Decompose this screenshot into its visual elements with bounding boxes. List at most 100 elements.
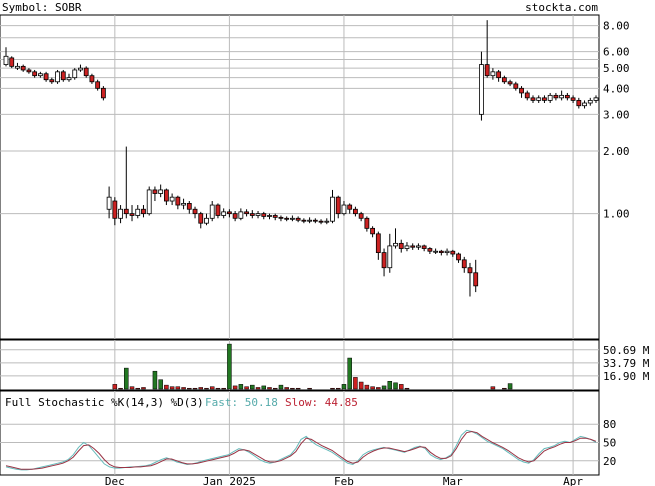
slow-line [5,430,597,470]
candle [267,215,272,217]
volume-bar [158,379,163,390]
volume-bar [290,387,295,390]
volume-bar [364,384,370,390]
candle [341,204,347,215]
candle [290,217,295,220]
site-label: stockta.com [525,1,598,14]
volume-bar [181,387,186,390]
volume-bar [192,387,198,390]
candle [375,233,381,254]
candle [106,196,112,210]
candle [387,245,393,269]
candle [272,215,278,218]
candle [393,242,398,247]
candle [78,67,83,71]
candle [163,189,169,202]
candle [146,189,152,215]
volume-bar [335,387,341,390]
volume-bar [221,387,226,390]
stochastic-panel [0,390,600,476]
candle [301,219,307,222]
volume-tick-label: 16.90 M [603,370,650,383]
volume-grid [0,340,599,390]
volume-bar [135,387,140,390]
candle [433,250,439,253]
candle [55,71,60,83]
candle [416,245,421,248]
volume-bar [267,387,272,390]
volume-bar [255,387,261,390]
stochastic-tick-label: 80 [603,418,616,431]
x-tick-label: Apr [563,475,583,486]
price-panel [0,14,600,340]
volume-bar [129,386,135,390]
candle [186,203,192,210]
candle [60,71,66,81]
candle [244,211,249,215]
volume-bars [112,343,513,390]
candle [576,99,582,107]
candle [519,87,524,94]
stochastic-lines [5,429,597,471]
candle [278,216,284,219]
candle [467,267,473,274]
candle [221,211,227,216]
price-tick-label: 4.00 [603,82,630,95]
volume-bar [278,384,284,390]
volume-bar [261,385,267,390]
volume-bar [227,343,232,390]
candle [318,220,324,223]
candle [593,97,599,101]
volume-bar [376,387,381,390]
volume-y-axis: 50.69 M33.79 M16.90 M [603,344,650,383]
volume-bar [187,387,192,390]
candle [295,217,301,221]
volume-bar [209,386,215,390]
volume-bar [387,381,393,390]
candle [26,69,32,73]
fast-value-label: Fast: 50.18 [205,396,278,409]
candle [72,69,78,79]
fast-line [5,429,597,471]
candle [66,77,72,81]
candle [381,252,387,269]
volume-bar [169,386,175,390]
candle [284,217,290,220]
volume-bar [398,384,404,390]
volume-bar [198,387,204,390]
candle [261,213,267,217]
candle [9,57,15,67]
candle [129,213,135,216]
volume-bar [152,370,158,390]
candle [181,203,186,206]
candle [20,65,26,71]
candle [473,272,479,287]
volume-bar [284,387,289,390]
candle [507,81,513,85]
volume-bar [112,384,118,390]
volume-bar [141,387,146,390]
candle [501,77,507,83]
price-tick-label: 5.00 [603,62,630,75]
candle [564,94,570,99]
candle [32,71,38,77]
candle [456,253,461,261]
volume-tick-label: 50.69 M [603,344,650,357]
volume-bar [358,381,364,390]
candle [353,208,358,215]
candle [461,259,467,269]
volume-bar [164,384,169,390]
candle [524,92,530,99]
volume-bar [353,377,358,390]
candle [152,189,158,194]
candle [547,94,553,101]
candle [490,71,496,77]
candle [364,217,370,229]
volume-bar [204,387,209,390]
volume-bar [341,384,347,390]
volume-bar [124,367,129,390]
price-tick-label: 3.00 [603,108,630,121]
candle [324,220,330,223]
